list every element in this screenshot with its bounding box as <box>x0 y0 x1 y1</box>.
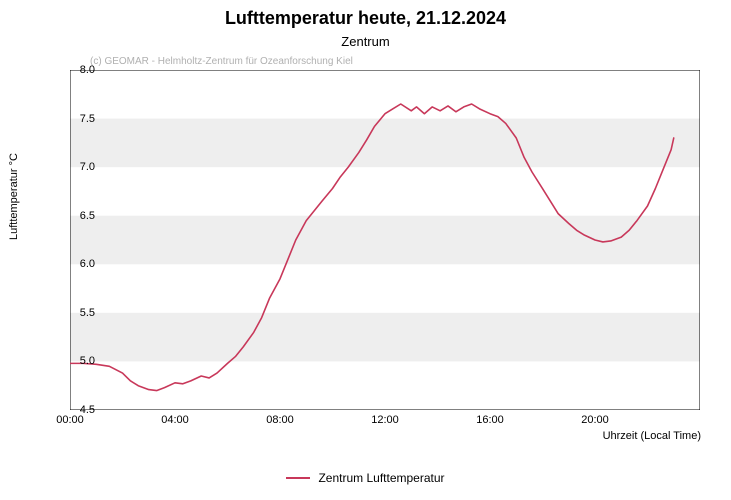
y-tick-label: 7.0 <box>65 161 95 173</box>
x-axis-label: Uhrzeit (Local Time) <box>603 430 701 442</box>
copyright-text: (c) GEOMAR - Helmholtz-Zentrum für Ozean… <box>90 56 353 67</box>
y-tick-label: 6.0 <box>65 258 95 270</box>
y-tick-label: 7.5 <box>65 113 95 125</box>
x-tick-label: 20:00 <box>581 414 609 426</box>
x-tick-label: 00:00 <box>56 414 84 426</box>
x-tick-label: 04:00 <box>161 414 189 426</box>
y-axis-label: Lufttemperatur °C <box>8 153 20 240</box>
chart-title: Lufttemperatur heute, 21.12.2024 <box>0 8 731 29</box>
legend-swatch <box>286 477 310 479</box>
legend-item: Zentrum Lufttemperatur <box>286 471 444 485</box>
y-tick-label: 6.5 <box>65 210 95 222</box>
y-tick-label: 5.5 <box>65 307 95 319</box>
chart-subtitle: Zentrum <box>0 34 731 49</box>
x-tick-label: 16:00 <box>476 414 504 426</box>
x-tick-label: 08:00 <box>266 414 294 426</box>
chart-container: Lufttemperatur heute, 21.12.2024 Zentrum… <box>0 0 731 500</box>
legend: Zentrum Lufttemperatur <box>0 468 731 485</box>
y-tick-label: 8.0 <box>65 64 95 76</box>
x-tick-label: 12:00 <box>371 414 399 426</box>
legend-label: Zentrum Lufttemperatur <box>318 471 444 485</box>
y-tick-label: 5.0 <box>65 355 95 367</box>
plot-area <box>70 70 700 410</box>
